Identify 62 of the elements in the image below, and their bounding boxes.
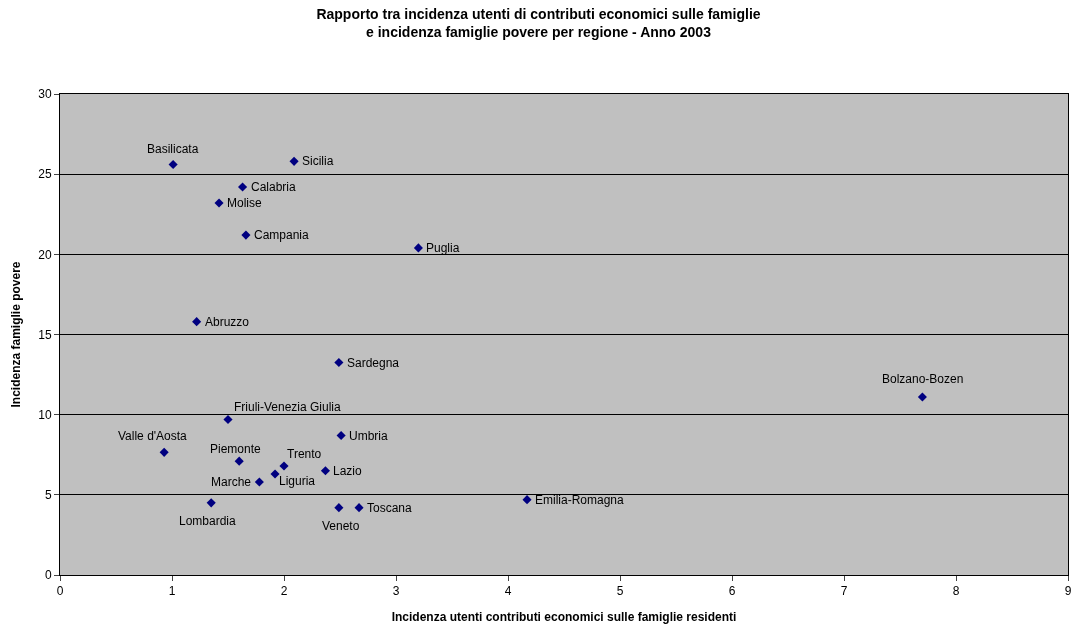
- x-tick-label: 9: [1064, 584, 1072, 599]
- x-tick-label: 2: [280, 584, 288, 599]
- point: [192, 317, 202, 327]
- annotation: Puglia: [426, 241, 460, 255]
- point: [279, 461, 289, 471]
- y-tick-label: 15: [38, 327, 52, 342]
- y-tick-label: 0: [44, 568, 52, 583]
- x-axis-title: Incidenza utenti contributi economici sulle famiglie residenti: [391, 610, 737, 625]
- y-tick-label: 25: [38, 167, 52, 182]
- annotation: Sicilia: [302, 154, 334, 168]
- x-tick-label: 7: [840, 584, 848, 599]
- annotation: Liguria: [279, 474, 316, 488]
- x-tick-label: 4: [504, 584, 512, 599]
- annotation: Veneto: [322, 519, 360, 533]
- y-tick-label: 5: [44, 488, 52, 503]
- point: [354, 503, 364, 513]
- x-tick-label: 8: [952, 584, 960, 599]
- y-tick-label: 30: [38, 87, 52, 102]
- annotation: Lazio: [333, 464, 363, 478]
- annotation: Calabria: [251, 180, 297, 194]
- annotation: Bolzano-Bozen: [882, 372, 964, 386]
- point: [334, 358, 344, 368]
- annotation: Umbria: [349, 429, 388, 443]
- point: [336, 430, 346, 441]
- x-tick-label: 1: [168, 584, 176, 599]
- annotation: Marche: [211, 475, 252, 489]
- x-tick-label: 0: [56, 584, 64, 599]
- x-tick-label: 5: [616, 584, 624, 599]
- annotation: Abruzzo: [205, 315, 250, 329]
- y-tick-label: 10: [38, 407, 52, 422]
- point: [238, 182, 248, 192]
- annotation: Toscana: [367, 501, 413, 515]
- annotation: Campania: [254, 228, 310, 242]
- point: [320, 466, 330, 476]
- point: [413, 243, 423, 253]
- point: [223, 414, 233, 425]
- annotation: Emilia-Romagna: [535, 493, 625, 507]
- annotation: Sardegna: [347, 356, 400, 370]
- point: [241, 230, 251, 240]
- point: [334, 503, 344, 513]
- point: [206, 498, 216, 508]
- annotation: Valle d'Aosta: [118, 429, 188, 443]
- x-tick-label: 3: [392, 584, 400, 599]
- annotation: Molise: [227, 196, 262, 210]
- chart-title: Rapporto tra incidenza utenti di contributi economici sulle famiglie e incidenza famiglie povere per regione - Anno 2003: [316, 6, 761, 41]
- annotation: Trento: [287, 447, 322, 461]
- point: [168, 160, 178, 170]
- x-tick-label: 6: [728, 584, 736, 599]
- annotation: Lombardia: [179, 514, 237, 528]
- y-tick-label: 20: [38, 247, 52, 262]
- annotation: Piemonte: [210, 442, 262, 456]
- annotation: Friuli-Venezia Giulia: [234, 400, 342, 414]
- point: [270, 469, 280, 479]
- point: [159, 447, 169, 457]
- point: [289, 156, 299, 166]
- point: [522, 495, 532, 505]
- y-axis-title: Incidenza famiglie povere: [8, 261, 23, 408]
- annotation: Basilicata: [147, 142, 199, 156]
- point: [917, 392, 927, 402]
- point: [214, 198, 224, 208]
- point: [234, 456, 244, 466]
- point: [254, 477, 264, 487]
